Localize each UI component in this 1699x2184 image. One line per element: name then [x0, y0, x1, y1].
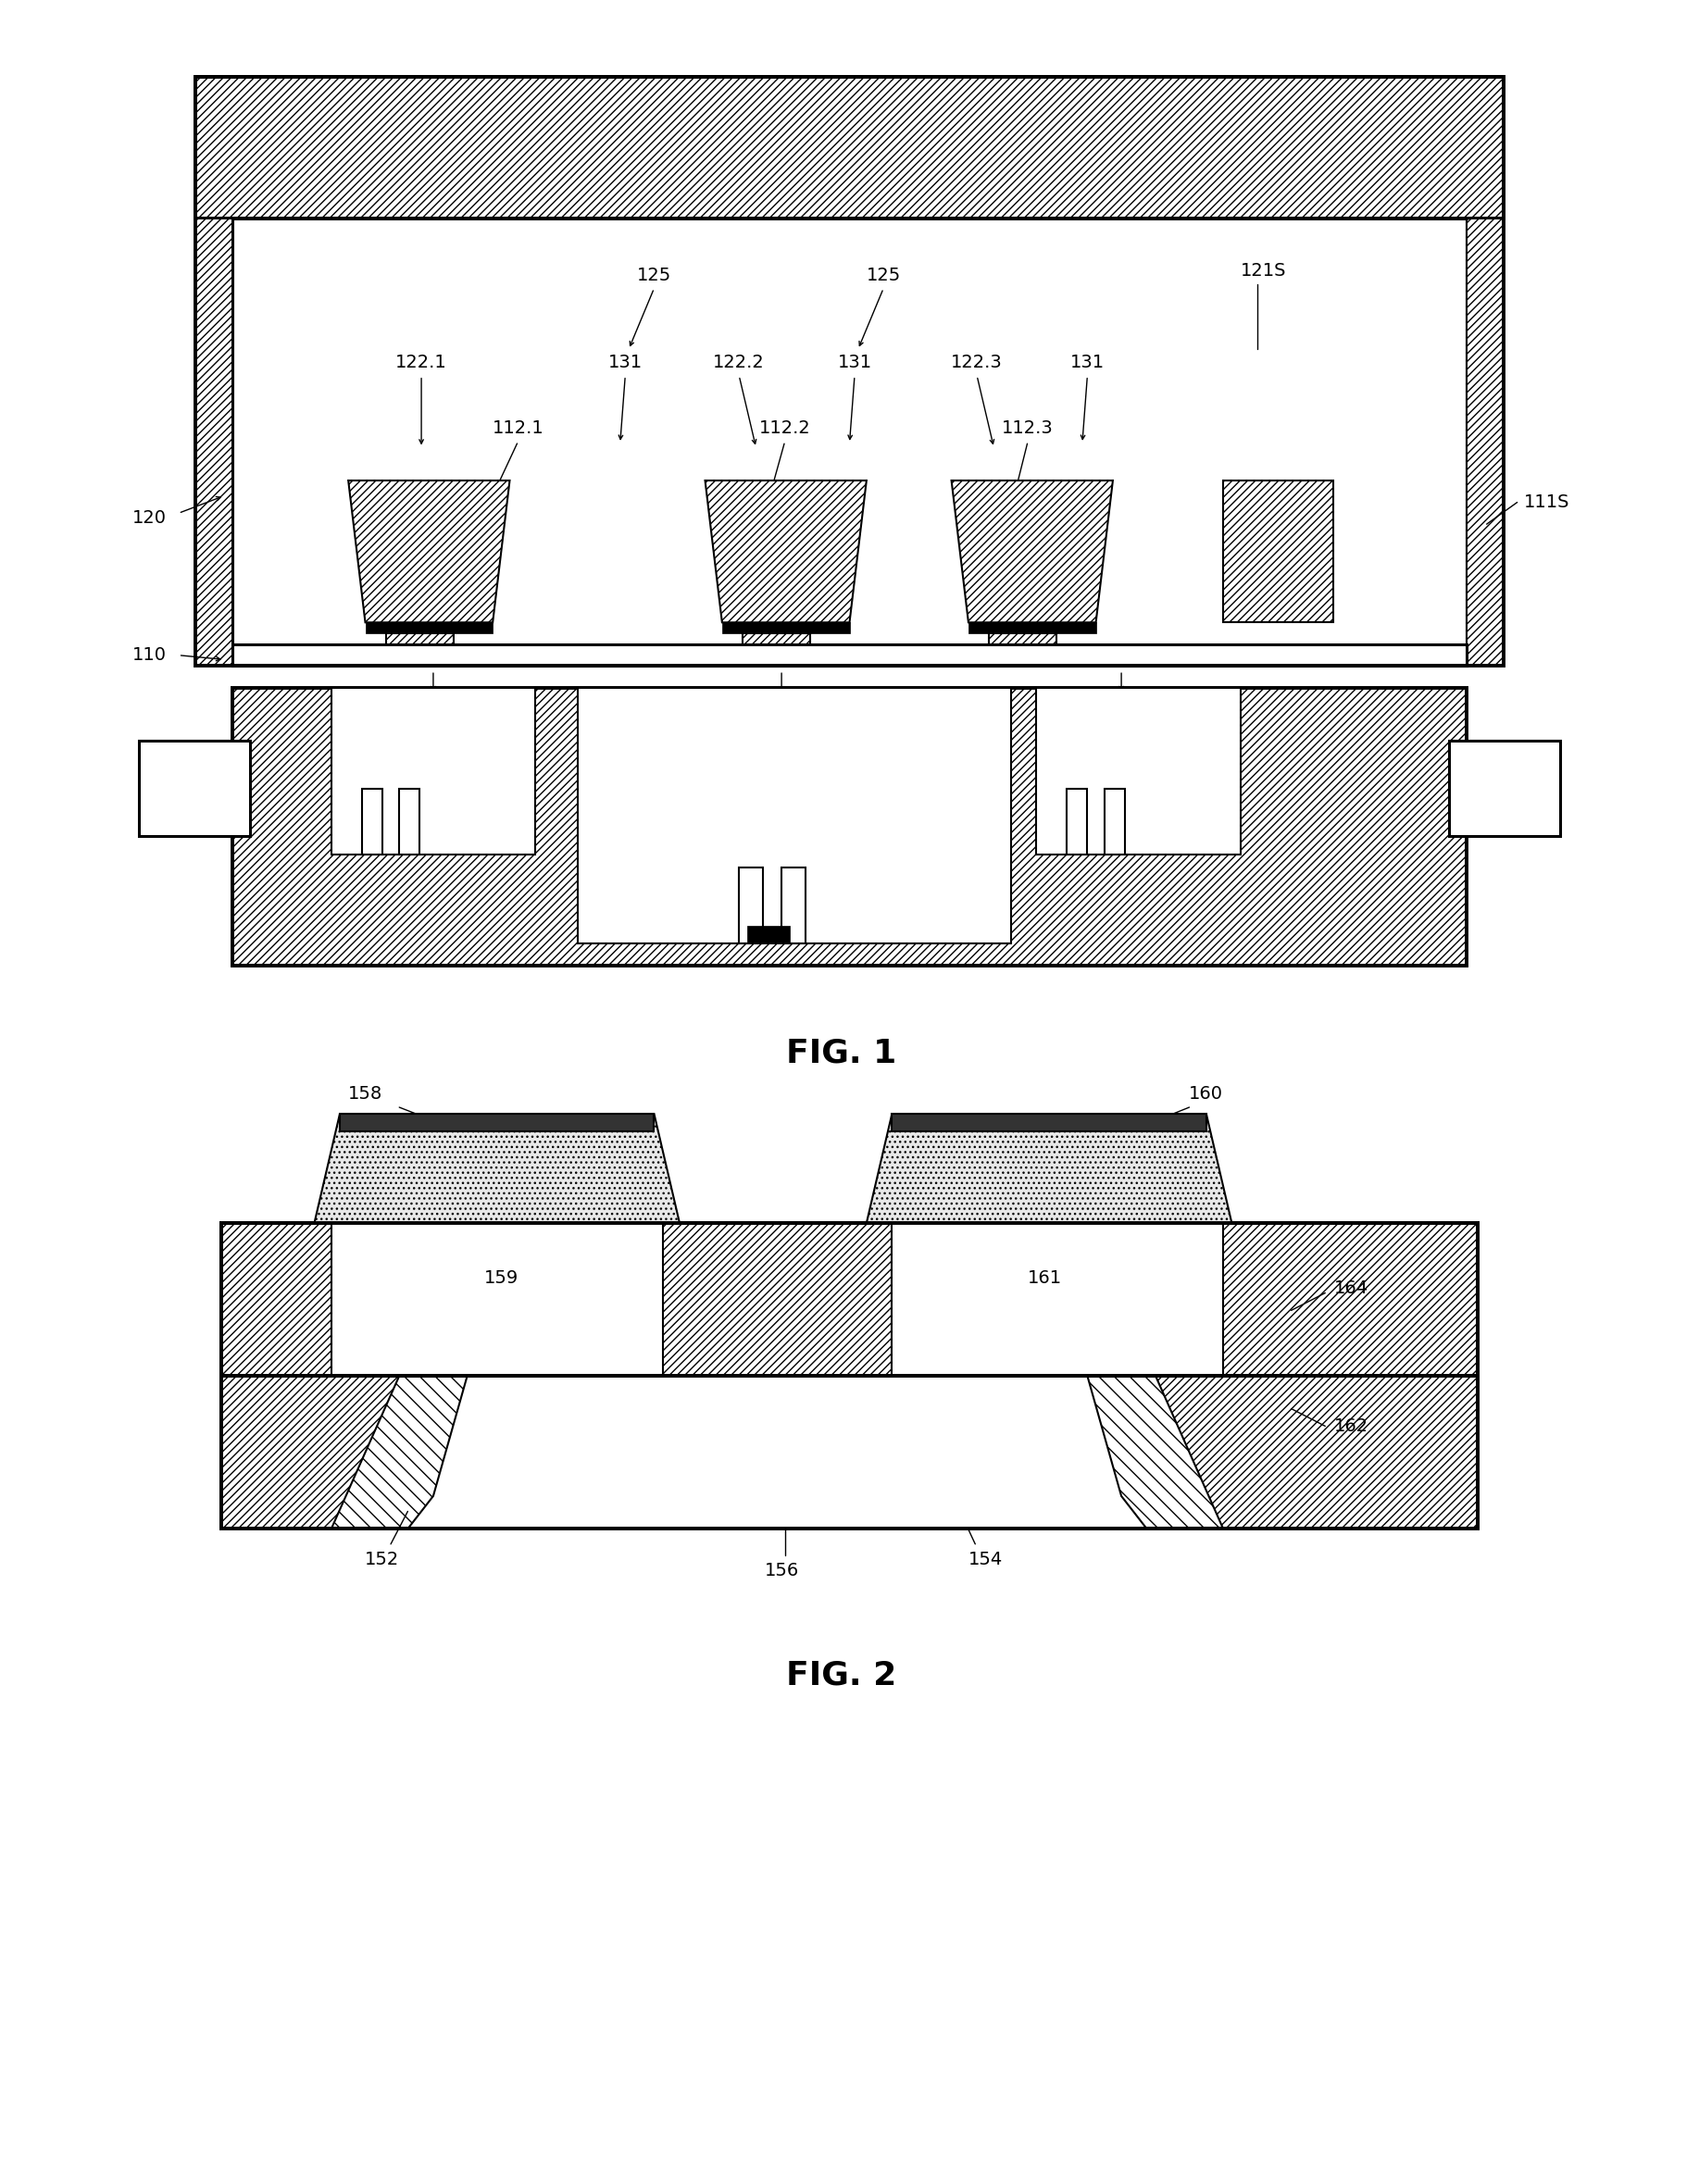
- Bar: [362, 788, 382, 854]
- Bar: [331, 688, 535, 854]
- Text: 131: 131: [608, 354, 642, 371]
- Text: 111S: 111S: [1524, 494, 1570, 511]
- Bar: [1067, 788, 1087, 854]
- Text: FIG. 2: FIG. 2: [787, 1660, 895, 1690]
- Text: 120: 120: [133, 509, 167, 526]
- Text: 160: 160: [1189, 1085, 1223, 1103]
- Bar: [748, 926, 790, 943]
- Polygon shape: [1223, 480, 1334, 622]
- Bar: [782, 867, 805, 943]
- Bar: [578, 688, 1011, 943]
- Bar: [221, 1223, 1478, 1376]
- Bar: [968, 622, 1096, 633]
- Bar: [139, 740, 250, 836]
- Bar: [989, 633, 1057, 649]
- Bar: [1449, 740, 1560, 836]
- Bar: [233, 688, 1466, 965]
- Bar: [221, 1223, 1478, 1376]
- Text: 112.2: 112.2: [759, 419, 810, 437]
- Polygon shape: [348, 480, 510, 622]
- Polygon shape: [951, 480, 1113, 622]
- Text: 122.3: 122.3: [951, 354, 1002, 371]
- Bar: [340, 1114, 654, 1131]
- Text: FIG. 1: FIG. 1: [787, 1037, 895, 1068]
- Text: 122.1: 122.1: [396, 354, 447, 371]
- Text: 131: 131: [838, 354, 872, 371]
- Bar: [1036, 688, 1240, 854]
- Polygon shape: [408, 1376, 1147, 1529]
- Text: 112.1: 112.1: [493, 419, 544, 437]
- Bar: [386, 633, 454, 649]
- Text: 110: 110: [133, 646, 167, 664]
- Bar: [233, 644, 1466, 666]
- Text: 164: 164: [1334, 1280, 1368, 1297]
- Text: 125: 125: [866, 266, 900, 284]
- Text: 154: 154: [968, 1551, 1002, 1568]
- Text: 121S: 121S: [1240, 262, 1286, 280]
- Bar: [365, 622, 493, 633]
- Bar: [233, 218, 1466, 666]
- Bar: [221, 1376, 1478, 1529]
- Bar: [399, 788, 420, 854]
- Bar: [742, 633, 810, 649]
- Bar: [892, 1114, 1206, 1131]
- Bar: [331, 1223, 663, 1376]
- Bar: [195, 76, 1504, 666]
- Polygon shape: [221, 1376, 399, 1529]
- Polygon shape: [866, 1114, 1232, 1223]
- Bar: [221, 1376, 1478, 1529]
- Bar: [1466, 218, 1504, 666]
- Bar: [892, 1223, 1223, 1376]
- Text: 158: 158: [348, 1085, 382, 1103]
- Text: 131: 131: [1070, 354, 1104, 371]
- Text: 122.2: 122.2: [714, 354, 765, 371]
- Text: 159: 159: [484, 1269, 518, 1286]
- Text: 152: 152: [365, 1551, 399, 1568]
- Polygon shape: [705, 480, 866, 622]
- Text: 156: 156: [765, 1562, 799, 1579]
- Polygon shape: [663, 1376, 892, 1529]
- Text: 125: 125: [637, 266, 671, 284]
- Bar: [722, 622, 850, 633]
- Bar: [739, 867, 763, 943]
- Text: 112.3: 112.3: [1002, 419, 1053, 437]
- Text: 162: 162: [1334, 1417, 1368, 1435]
- Bar: [1104, 788, 1125, 854]
- Polygon shape: [1155, 1376, 1478, 1529]
- Text: 161: 161: [1028, 1269, 1062, 1286]
- Bar: [195, 218, 233, 666]
- Polygon shape: [314, 1114, 680, 1223]
- Bar: [195, 76, 1504, 218]
